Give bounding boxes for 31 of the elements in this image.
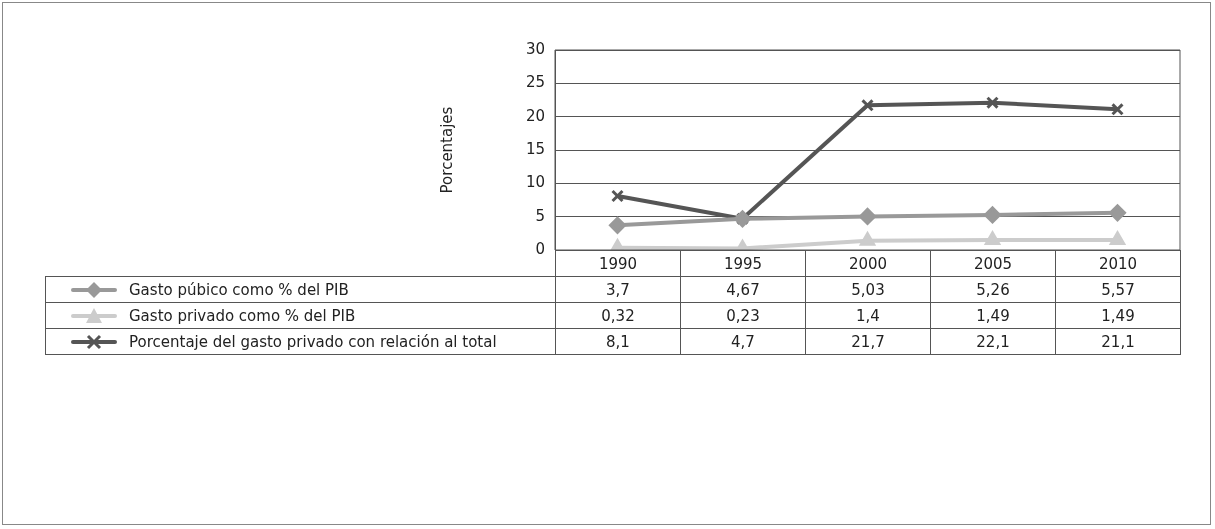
x-tick-label: 2005 <box>930 250 1056 277</box>
legend-label: Gasto privado como % del PIB <box>129 306 356 324</box>
y-tick-label: 30 <box>525 39 545 58</box>
data-label: 8,1 <box>555 328 681 355</box>
legend-label: Gasto púbico como % del PIB <box>129 280 349 298</box>
y-tick-label: 20 <box>525 106 545 125</box>
data-label: 21,7 <box>805 328 931 355</box>
y-tick-label: 25 <box>525 73 545 92</box>
legend-label: Porcentaje del gasto privado con relación al total <box>129 332 497 350</box>
data-label: 0,32 <box>555 302 681 329</box>
x-tick-label: 1995 <box>680 250 806 277</box>
data-label: 5,03 <box>805 276 931 303</box>
data-label: 1,49 <box>930 302 1056 329</box>
y-tick-label: 10 <box>525 173 545 192</box>
data-label: 5,57 <box>1055 276 1181 303</box>
x-tick-label: 2000 <box>805 250 931 277</box>
y-axis-title: Porcentajes <box>437 106 456 194</box>
data-label: 21,1 <box>1055 328 1181 355</box>
x-tick-label: 2010 <box>1055 250 1181 277</box>
data-label: 5,26 <box>930 276 1056 303</box>
y-tick-label: 5 <box>535 206 545 225</box>
data-label: 3,7 <box>555 276 681 303</box>
y-tick-label: 15 <box>525 139 545 158</box>
x-tick-label: 1990 <box>555 250 681 277</box>
data-label: 4,67 <box>680 276 806 303</box>
data-label: 1,4 <box>805 302 931 329</box>
data-label: 1,49 <box>1055 302 1181 329</box>
data-label: 0,23 <box>680 302 806 329</box>
data-label: 22,1 <box>930 328 1056 355</box>
data-label: 4,7 <box>680 328 806 355</box>
y-tick-label: 0 <box>535 239 545 258</box>
